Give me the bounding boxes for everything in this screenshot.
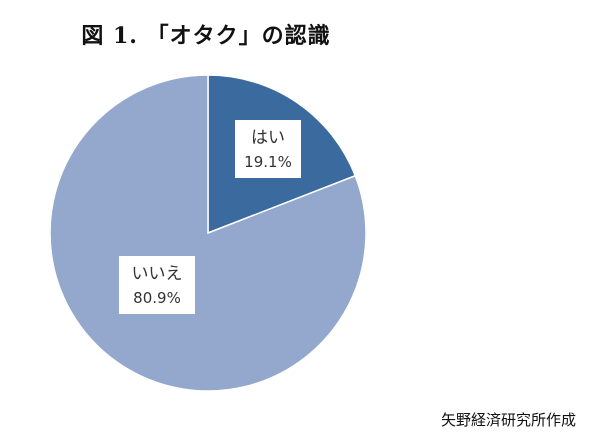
slice-category-label: いいえ <box>132 264 183 284</box>
slice-value-label: 80.9% <box>133 289 181 307</box>
slice-value-label: 19.1% <box>244 153 292 171</box>
data-label-box <box>119 256 195 314</box>
data-label-box <box>235 120 301 178</box>
slice-category-label: はい <box>251 128 285 148</box>
pie-slices <box>49 74 367 392</box>
pie-labels: はい 19.1% いいえ 80.9% <box>119 120 301 314</box>
source-note: 矢野経済研究所作成 <box>440 411 576 429</box>
chart-title: 図 1. 「オタク」の認識 <box>81 23 331 49</box>
